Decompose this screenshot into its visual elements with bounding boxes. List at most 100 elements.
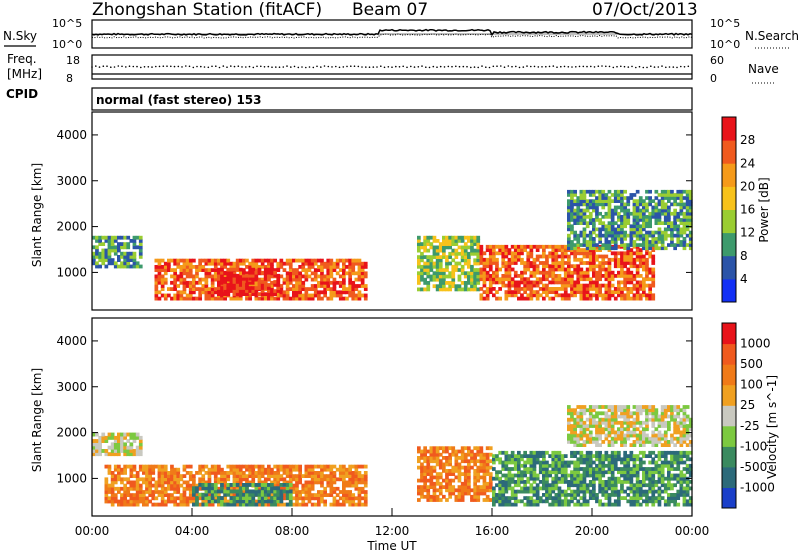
data-cell — [573, 443, 577, 447]
data-cell — [529, 476, 534, 481]
data-cell — [623, 224, 627, 229]
data-cell — [463, 261, 468, 266]
data-cell — [598, 502, 602, 507]
data-cell — [642, 480, 646, 484]
data-cell — [110, 445, 115, 450]
data-cell — [329, 493, 334, 497]
data-cell — [207, 268, 212, 272]
data-cell — [104, 483, 109, 488]
data-cell — [642, 202, 646, 207]
data-cell — [207, 261, 212, 266]
data-cell — [648, 277, 652, 282]
data-cell — [242, 268, 246, 272]
data-cell — [235, 483, 240, 487]
data-cell — [220, 292, 224, 296]
data-cell — [204, 290, 209, 295]
data-cell — [488, 274, 493, 278]
data-cell — [632, 202, 637, 207]
data-cell — [188, 296, 193, 301]
data-cell — [354, 474, 359, 478]
data-cell — [538, 463, 543, 468]
data-cell — [257, 270, 262, 275]
data-cell — [685, 454, 690, 458]
data-cell — [129, 432, 134, 437]
data-cell — [632, 264, 637, 269]
data-cell — [520, 270, 524, 275]
data-cell — [198, 477, 202, 482]
data-cell — [117, 474, 121, 478]
data-cell — [185, 268, 190, 272]
data-cell — [498, 489, 502, 494]
freq-right-tick-bottom: 0 — [710, 72, 717, 85]
data-cell — [173, 467, 177, 472]
data-cell — [245, 258, 249, 263]
data-cell — [476, 449, 481, 454]
data-cell — [476, 478, 481, 483]
data-cell — [467, 491, 471, 496]
data-cell — [513, 493, 518, 497]
data-cell — [307, 464, 312, 469]
data-cell — [113, 261, 118, 266]
data-cell — [307, 493, 312, 497]
data-cell — [135, 474, 140, 478]
data-cell — [604, 246, 609, 251]
data-cell — [529, 251, 534, 256]
data-cell — [360, 261, 365, 266]
data-cell — [260, 492, 265, 497]
data-cell — [638, 257, 643, 262]
data-cell — [667, 493, 671, 497]
data-cell — [132, 452, 137, 457]
data-cell — [554, 476, 559, 481]
data-cell — [548, 267, 552, 272]
data-cell — [610, 430, 615, 435]
data-cell — [504, 450, 509, 455]
data-cell — [426, 255, 431, 259]
data-cell — [579, 502, 584, 507]
data-cell — [270, 467, 274, 472]
data-cell — [645, 274, 649, 278]
data-cell — [120, 432, 124, 437]
data-cell — [551, 483, 556, 488]
data-cell — [532, 270, 537, 275]
data-cell — [110, 245, 115, 250]
data-cell — [307, 265, 312, 269]
data-cell — [510, 486, 515, 491]
data-cell — [220, 286, 224, 290]
data-cell — [595, 470, 599, 475]
data-cell — [570, 476, 574, 481]
data-cell — [457, 498, 462, 502]
data-cell — [570, 205, 574, 210]
data-cell — [638, 486, 643, 491]
data-cell — [629, 248, 634, 252]
data-cell — [113, 264, 118, 269]
data-cell — [432, 446, 437, 451]
data-cell — [176, 258, 181, 263]
data-cell — [607, 430, 612, 435]
data-cell — [567, 248, 571, 252]
data-cell — [282, 496, 287, 501]
data-cell — [229, 493, 234, 497]
data-cell — [117, 477, 121, 482]
data-cell — [598, 264, 602, 269]
nave-dot — [616, 65, 618, 68]
data-cell — [648, 496, 652, 500]
data-cell — [529, 499, 534, 504]
data-cell — [595, 430, 599, 435]
data-cell — [120, 499, 124, 504]
data-cell — [560, 473, 565, 478]
data-cell — [504, 476, 509, 481]
data-cell — [460, 287, 465, 292]
data-cell — [557, 264, 562, 269]
data-cell — [635, 280, 640, 285]
data-cell — [498, 480, 502, 484]
data-cell — [498, 486, 502, 491]
data-cell — [163, 464, 168, 469]
data-cell — [323, 490, 327, 494]
data-cell — [135, 261, 140, 266]
data-cell — [598, 454, 602, 458]
data-cell — [617, 199, 621, 203]
data-cell — [248, 270, 252, 275]
data-cell — [670, 237, 674, 241]
data-cell — [157, 467, 162, 472]
data-cell — [498, 296, 502, 301]
